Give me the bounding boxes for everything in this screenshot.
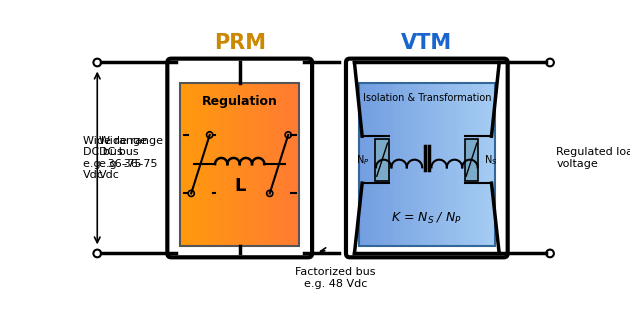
Text: Wide range
DC bus
e.g. 36–75
Vdc: Wide range DC bus e.g. 36–75 Vdc	[83, 136, 147, 180]
Bar	[284, 83, 287, 246]
Bar	[195, 83, 198, 246]
Bar	[396, 83, 400, 246]
Bar	[359, 83, 495, 246]
Bar	[287, 83, 290, 246]
Bar	[222, 83, 226, 246]
Bar	[430, 83, 434, 246]
Bar	[219, 83, 222, 246]
Bar	[258, 83, 261, 246]
Bar	[423, 83, 427, 246]
Bar	[416, 83, 420, 246]
Bar	[249, 83, 252, 246]
Bar	[433, 83, 437, 246]
Bar	[427, 83, 430, 246]
Bar	[192, 83, 196, 246]
Bar	[478, 83, 481, 246]
Bar	[464, 83, 468, 246]
Bar	[467, 83, 471, 246]
Bar	[201, 83, 205, 246]
Bar	[210, 83, 214, 246]
Bar	[474, 83, 478, 246]
Bar	[180, 83, 184, 246]
Bar	[204, 83, 207, 246]
Text: Regulated load
voltage: Regulated load voltage	[556, 147, 630, 169]
Bar	[246, 83, 249, 246]
Bar	[461, 83, 464, 246]
Text: N$_P$: N$_P$	[357, 153, 370, 167]
Bar	[399, 83, 403, 246]
Bar	[454, 83, 458, 246]
Bar	[488, 83, 491, 246]
Bar	[216, 83, 219, 246]
Bar	[243, 83, 246, 246]
Bar	[420, 83, 424, 246]
Bar	[362, 83, 366, 246]
Text: N$_S$: N$_S$	[484, 153, 497, 167]
Bar	[379, 83, 383, 246]
Bar	[484, 83, 488, 246]
Bar	[481, 83, 485, 246]
Text: PRM: PRM	[214, 33, 266, 53]
Bar	[272, 83, 276, 246]
Bar	[237, 83, 240, 246]
Bar	[239, 83, 243, 246]
Bar	[372, 83, 376, 246]
Bar	[376, 83, 380, 246]
Bar	[393, 83, 397, 246]
Bar	[471, 83, 474, 246]
Bar	[293, 83, 297, 246]
Text: Isolation & Transformation: Isolation & Transformation	[363, 93, 491, 103]
Text: Wide range
DC bus
e.g. 36–75
Vdc: Wide range DC bus e.g. 36–75 Vdc	[99, 136, 163, 180]
Bar	[186, 83, 190, 246]
Bar	[410, 83, 414, 246]
Bar	[263, 83, 266, 246]
Bar	[491, 83, 495, 246]
Bar	[198, 83, 202, 246]
Bar	[444, 83, 447, 246]
Bar	[231, 83, 234, 246]
Bar	[375, 138, 389, 181]
Bar	[183, 83, 186, 246]
Bar	[234, 83, 237, 246]
Bar	[440, 83, 444, 246]
Bar	[190, 83, 193, 246]
Bar	[296, 83, 299, 246]
Bar	[278, 83, 282, 246]
Bar	[413, 83, 417, 246]
Bar	[281, 83, 285, 246]
Bar	[213, 83, 216, 246]
Bar	[437, 83, 441, 246]
Text: VTM: VTM	[401, 33, 452, 53]
Bar	[290, 83, 294, 246]
Bar	[403, 83, 407, 246]
Bar	[255, 83, 258, 246]
Bar	[359, 83, 363, 246]
Bar	[251, 83, 255, 246]
Text: Regulation: Regulation	[202, 95, 278, 108]
Text: L: L	[234, 177, 246, 195]
Bar	[464, 138, 478, 181]
Bar	[457, 83, 461, 246]
Bar	[207, 83, 210, 246]
Bar	[389, 83, 393, 246]
Bar	[180, 83, 299, 246]
Bar	[383, 83, 387, 246]
Text: K = N$_S$ / N$_P$: K = N$_S$ / N$_P$	[391, 210, 462, 226]
Bar	[369, 83, 373, 246]
Bar	[260, 83, 264, 246]
Bar	[275, 83, 278, 246]
Bar	[228, 83, 231, 246]
Bar	[270, 83, 273, 246]
Text: Factorized bus
e.g. 48 Vdc: Factorized bus e.g. 48 Vdc	[295, 267, 375, 289]
Bar	[386, 83, 390, 246]
Bar	[366, 83, 370, 246]
Bar	[225, 83, 228, 246]
Bar	[266, 83, 270, 246]
Bar	[450, 83, 454, 246]
Bar	[406, 83, 410, 246]
Bar	[447, 83, 451, 246]
